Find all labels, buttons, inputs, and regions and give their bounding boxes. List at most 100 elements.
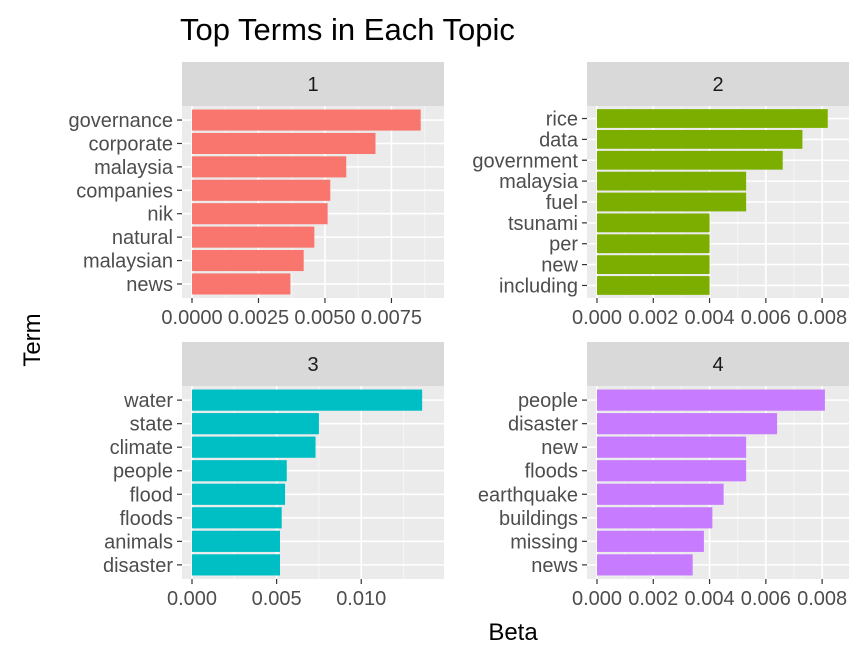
bar-corporate <box>192 132 376 154</box>
x-tick-label: 0.0000 <box>161 307 222 329</box>
term-label: nik <box>147 204 174 226</box>
x-tick-label: 0.000 <box>167 588 217 610</box>
facet-panel-4: 4 peopledisasternewfloodsearthquakebuildi… <box>478 342 849 610</box>
term-label: data <box>539 129 579 151</box>
x-tick-label: 0.002 <box>628 588 678 610</box>
bar-flood <box>192 483 286 505</box>
term-label: news <box>126 274 173 296</box>
bar-state <box>192 413 319 435</box>
bar-animals <box>192 530 280 552</box>
x-tick-label: 0.006 <box>741 588 791 610</box>
x-tick-label: 0.008 <box>797 588 847 610</box>
term-label: missing <box>510 531 578 553</box>
facet-panel-1: 1 governancecorporatemalaysiacompaniesnik… <box>68 62 444 329</box>
term-label: disaster <box>103 555 173 577</box>
x-tick-label: 0.0075 <box>361 307 422 329</box>
x-tick-label: 0.000 <box>572 588 622 610</box>
bar-rice <box>597 109 828 128</box>
bar-floods <box>597 460 747 482</box>
term-label: corporate <box>89 133 174 155</box>
term-label: malaysian <box>83 251 173 273</box>
bar-climate <box>192 436 316 458</box>
x-tick-label: 0.0050 <box>294 307 355 329</box>
term-label: rice <box>546 109 578 131</box>
term-label: tsunami <box>508 213 578 235</box>
bar-tsunami <box>597 213 710 233</box>
term-label: fuel <box>546 192 578 214</box>
bar-disaster <box>192 554 280 576</box>
x-tick-label: 0.004 <box>685 588 735 610</box>
term-label: government <box>472 150 578 172</box>
facet-strip-label: 1 <box>307 74 318 96</box>
term-label: animals <box>104 531 173 553</box>
bar-government <box>597 150 783 170</box>
facet-panels: 1governancecorporatemalaysiacompaniesnik… <box>68 62 849 610</box>
term-label: news <box>531 555 578 577</box>
term-label: floods <box>120 508 173 530</box>
facet-strip-label: 4 <box>712 354 723 376</box>
bar-buildings <box>597 507 713 529</box>
bar-governance <box>192 109 421 131</box>
bar-floods <box>192 507 282 529</box>
term-label: buildings <box>499 508 578 530</box>
x-tick-label: 0.000 <box>572 307 622 329</box>
x-tick-label: 0.002 <box>628 307 678 329</box>
term-label: new <box>541 255 578 277</box>
bar-per <box>597 234 710 254</box>
facet-strip-label: 3 <box>307 354 318 376</box>
bar-malaysia <box>597 171 747 191</box>
term-label: earthquake <box>478 484 578 506</box>
x-tick-label: 0.0025 <box>228 307 289 329</box>
bar-natural <box>192 226 315 248</box>
term-label: companies <box>76 180 173 202</box>
term-label: people <box>113 461 173 483</box>
bar-data <box>597 130 803 149</box>
facet-strip-label: 2 <box>712 74 723 96</box>
facet-panel-2: 2 ricedatagovernmentmalaysiafueltsunamipe… <box>472 62 849 329</box>
term-label: water <box>123 390 173 412</box>
term-label: per <box>549 234 578 256</box>
bar-including <box>597 276 710 295</box>
bar-news <box>192 273 291 295</box>
bar-water <box>192 389 423 411</box>
bar-malaysian <box>192 250 304 272</box>
facet-strip <box>587 342 849 386</box>
bar-news <box>597 554 693 576</box>
bar-people <box>597 389 825 411</box>
bar-earthquake <box>597 483 724 505</box>
bar-disaster <box>597 413 778 435</box>
bar-fuel <box>597 192 747 212</box>
term-label: malaysia <box>499 171 579 193</box>
term-label: disaster <box>508 414 578 436</box>
term-label: floods <box>525 461 578 483</box>
facet-strip <box>182 62 444 106</box>
bar-missing <box>597 530 704 552</box>
term-label: malaysia <box>94 157 174 179</box>
term-label: flood <box>130 484 173 506</box>
x-tick-label: 0.006 <box>741 307 791 329</box>
facet-panel-3: 3 waterstateclimatepeoplefloodfloodsanima… <box>103 342 444 610</box>
bar-people <box>192 460 287 482</box>
y-axis-title: Term <box>19 313 46 366</box>
x-tick-label: 0.005 <box>252 588 302 610</box>
term-label: natural <box>112 227 173 249</box>
x-tick-label: 0.008 <box>797 307 847 329</box>
bar-new <box>597 255 710 274</box>
chart-title: Top Terms in Each Topic <box>180 12 515 47</box>
term-label: state <box>130 414 173 436</box>
bar-nik <box>192 203 328 225</box>
term-label: new <box>541 437 578 459</box>
facet-strip <box>182 342 444 386</box>
bar-malaysia <box>192 156 347 178</box>
term-label: climate <box>110 437 173 459</box>
term-label: governance <box>68 110 173 132</box>
x-axis-title: Beta <box>488 619 538 646</box>
term-label: including <box>499 275 578 297</box>
facet-strip <box>587 62 849 106</box>
x-tick-label: 0.004 <box>685 307 735 329</box>
bar-new <box>597 436 747 458</box>
x-tick-label: 0.010 <box>336 588 386 610</box>
term-label: people <box>518 390 578 412</box>
